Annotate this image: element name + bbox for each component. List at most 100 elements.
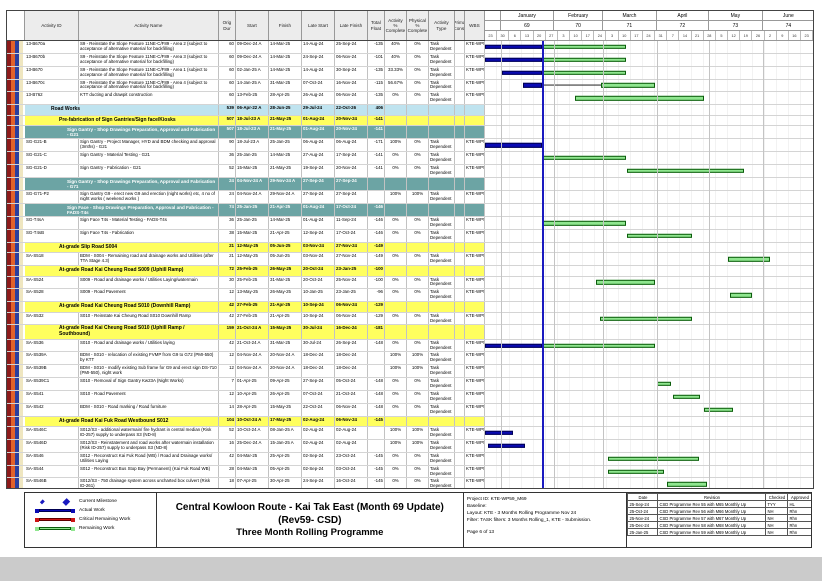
cell-dur: 42 [219,302,236,312]
column-header-wbs[interactable]: WBS [465,11,485,40]
gantt-row[interactable]: SA-S518 BDM - S004 - Remaining road and d… [7,253,813,267]
cell-finish: 15-May-25 [269,325,302,339]
gantt-row[interactable]: SG-G71-P2 Sign Gantry G9 - erect new G9 a… [7,191,813,204]
column-header-late_finish[interactable]: Late Finish [335,11,368,40]
gantt-row[interactable]: SA-S542 BDM - S010 - Road marking / Road … [7,403,813,417]
gantt-bar-remaining[interactable] [608,469,664,474]
gantt-row[interactable]: SA-S541 S010 - Road Pavement 12 10-Apr-25 26… [7,391,813,404]
gantt-row[interactable]: At-grade Road Kai Cheung Road S010 (Down… [7,302,813,313]
gantt-row[interactable]: At-grade Slip Road S004 21 12-May-25 05-Jun… [7,242,813,254]
gantt-row[interactable]: SA-S539A BDM - S010 - relocation of exist… [7,352,813,366]
gantt-row[interactable]: SA-S544 S012 - Reconstruct Bus Stop Bay (… [7,465,813,479]
gantt-row[interactable]: SG-T4sA Sign Face T4s - Material Testing … [7,217,813,231]
column-header-type[interactable]: Activity Type [429,11,455,40]
cell-late_start: 19-Sep-24 [302,164,335,177]
gantt-bar-actual[interactable] [502,70,543,75]
cell-late_finish: 25-Nov-24 [335,276,368,289]
gantt-bar-actual[interactable] [523,83,543,88]
gantt-bar-remaining[interactable] [627,233,692,239]
cell-late_finish: 20-Nov-24 [335,164,368,177]
column-header-name[interactable]: Activity Name [79,11,219,40]
cell-type: Task Dependent [429,289,455,302]
gantt-row[interactable]: Sign Gantry - Shop Drawings Preparation,… [7,177,813,192]
gantt-row[interactable]: Road Works 539 06-Apr-22 A 28-Jun-25 29-Jul-… [7,105,813,116]
wbs-color-stripes [7,92,25,105]
column-header-constraint[interactable]: Prima Const [455,11,465,40]
gantt-bar-actual[interactable] [485,44,543,50]
gantt-bar-remaining[interactable] [703,407,734,412]
cell-activity-name: S012 - Reconstruct Bus Stop Bay (Permane… [79,465,219,478]
gantt-bar-remaining[interactable] [656,381,671,387]
gantt-row[interactable]: 13-B670a S9 - Reinstate the Slope Feature… [7,41,813,54]
gantt-row[interactable]: SA-S524 S009 - Road and drainage works / … [7,276,813,290]
gantt-row[interactable]: SA-S546B S012/S3 - 750 drainage system ac… [7,478,813,488]
cell-phys_pct: 0% [407,164,429,177]
gantt-bar-remaining[interactable] [667,482,708,487]
gantt-bar-remaining[interactable] [729,293,753,298]
timescale-month-numbers: 69 70 71 72 73 74 [484,21,813,31]
gantt-bar-remaining[interactable] [728,257,770,262]
cell-late_finish: 21-Oct-24 [335,391,368,403]
cell-float: -171 [368,139,385,152]
cell-act_pct [385,126,407,139]
column-header-dur[interactable]: Orig Dur [219,11,236,40]
column-header-id[interactable]: Activity ID [25,11,79,40]
gantt-row[interactable]: SA-S528 S009 - Road Pavement 12 13-May-25 26… [7,289,813,303]
cell-float: 406 [368,105,385,115]
column-header-act_pct[interactable]: Activity % Complete [385,11,407,40]
gantt-row[interactable]: At-grade Road Kai Cheung Road S009 (Uphi… [7,266,813,277]
cell-constraint [455,452,465,465]
gantt-row[interactable]: SA-S539B BDM - S010 - modify existing Sub… [7,365,813,379]
gantt-row[interactable]: Sign Gantry - Shop Drawings Preparation,… [7,126,813,140]
gantt-row[interactable]: 13-B762 KTT ducting and drawpit construct… [7,92,813,106]
column-header-start[interactable]: Start [236,11,269,40]
gantt-row[interactable]: SG-G21-D Sign Gantry - Fabrication - G21 5… [7,164,813,178]
cell-activity-id: SA-S539C1 [25,378,79,391]
cell-float: -129 [368,312,385,325]
column-header-late_start[interactable]: Late Start [302,11,335,40]
gantt-bar-remaining[interactable] [542,343,656,348]
gantt-row[interactable]: 13-B670b S9 - Reinstate the Slope Feature… [7,53,813,67]
gantt-lane [485,41,813,53]
gantt-row[interactable]: At-grade Road Kai Fuk Road Westbound S01… [7,416,813,428]
gantt-row[interactable]: At-grade Road Kai Cheung Road S010 (Uphi… [7,325,813,340]
gantt-row[interactable]: SG-T4sB Sign Face T4s - Fabrication 38 15-M… [7,230,813,243]
gantt-row[interactable]: SA-S532 S010 - Reinstate Kai Cheung Road … [7,312,813,326]
gantt-bar-actual[interactable] [485,343,543,348]
gantt-row[interactable]: SG-G21-C Sign Gantry - Material Testing -… [7,152,813,165]
gantt-bar-remaining[interactable] [575,96,704,101]
column-header-finish[interactable]: Finish [269,11,302,40]
gantt-row[interactable]: SA-S539C1 S010 - Removal of Sign Gantry K… [7,378,813,392]
gantt-bar-remaining[interactable] [608,456,699,461]
cell-late_finish: 02-Aug-24 [335,439,368,452]
gantt-bar-line[interactable] [542,85,602,86]
gantt-row[interactable]: Pre-fabrication of Sign Gantries/Sign fa… [7,115,813,126]
section-header-name: Road Works [25,105,219,115]
gantt-bar-actual[interactable] [488,443,525,449]
gantt-bar-actual[interactable] [485,143,543,148]
gantt-row[interactable]: SA-S546 S012 - Reconstruct Kai Fuk Road (… [7,452,813,466]
gantt-lane [485,203,813,217]
gantt-row[interactable]: SA-S536 S010 - Road and drainage works / … [7,339,813,353]
cell-start: 04-Nov-24 A [236,365,269,378]
gantt-row[interactable]: 13-B670 S9 - Reinstate the Slope Feature … [7,66,813,80]
gantt-bar-actual[interactable] [485,430,513,436]
gantt-bar-remaining[interactable] [599,316,692,321]
gantt-row[interactable]: SG-G21-B Sign Gantry - Project Manager, H… [7,139,813,153]
gantt-bar-remaining[interactable] [601,83,656,88]
gantt-bar-remaining[interactable] [627,168,744,174]
cell-late_start: 27-Sep-24 [302,378,335,391]
gantt-row[interactable]: SA-S546D S012/S3 - Reinstatement and road… [7,439,813,453]
gantt-row[interactable]: Sign Face - Shop Drawings Preparation, A… [7,203,813,218]
gantt-bar-actual[interactable] [485,57,543,62]
gantt-bar-remaining[interactable] [596,280,656,285]
gantt-bar-remaining[interactable] [672,394,701,400]
column-header-float[interactable]: Total Float [368,11,385,40]
cell-activity-id: 13-B670c [25,79,79,92]
cell-late_finish: 22-Oct-26 [335,105,368,115]
gantt-row[interactable]: 13-B670c S9 - Reinstate the Slope Feature… [7,79,813,93]
column-header-phys_pct[interactable]: Physical % Complete [407,11,429,40]
gantt-row[interactable]: SA-S546C S012/S3 - additional watermain/ … [7,427,813,440]
cell-late_finish: 27-Sep-24 [335,191,368,203]
cell-finish: 14-Mar-25 [269,41,302,53]
